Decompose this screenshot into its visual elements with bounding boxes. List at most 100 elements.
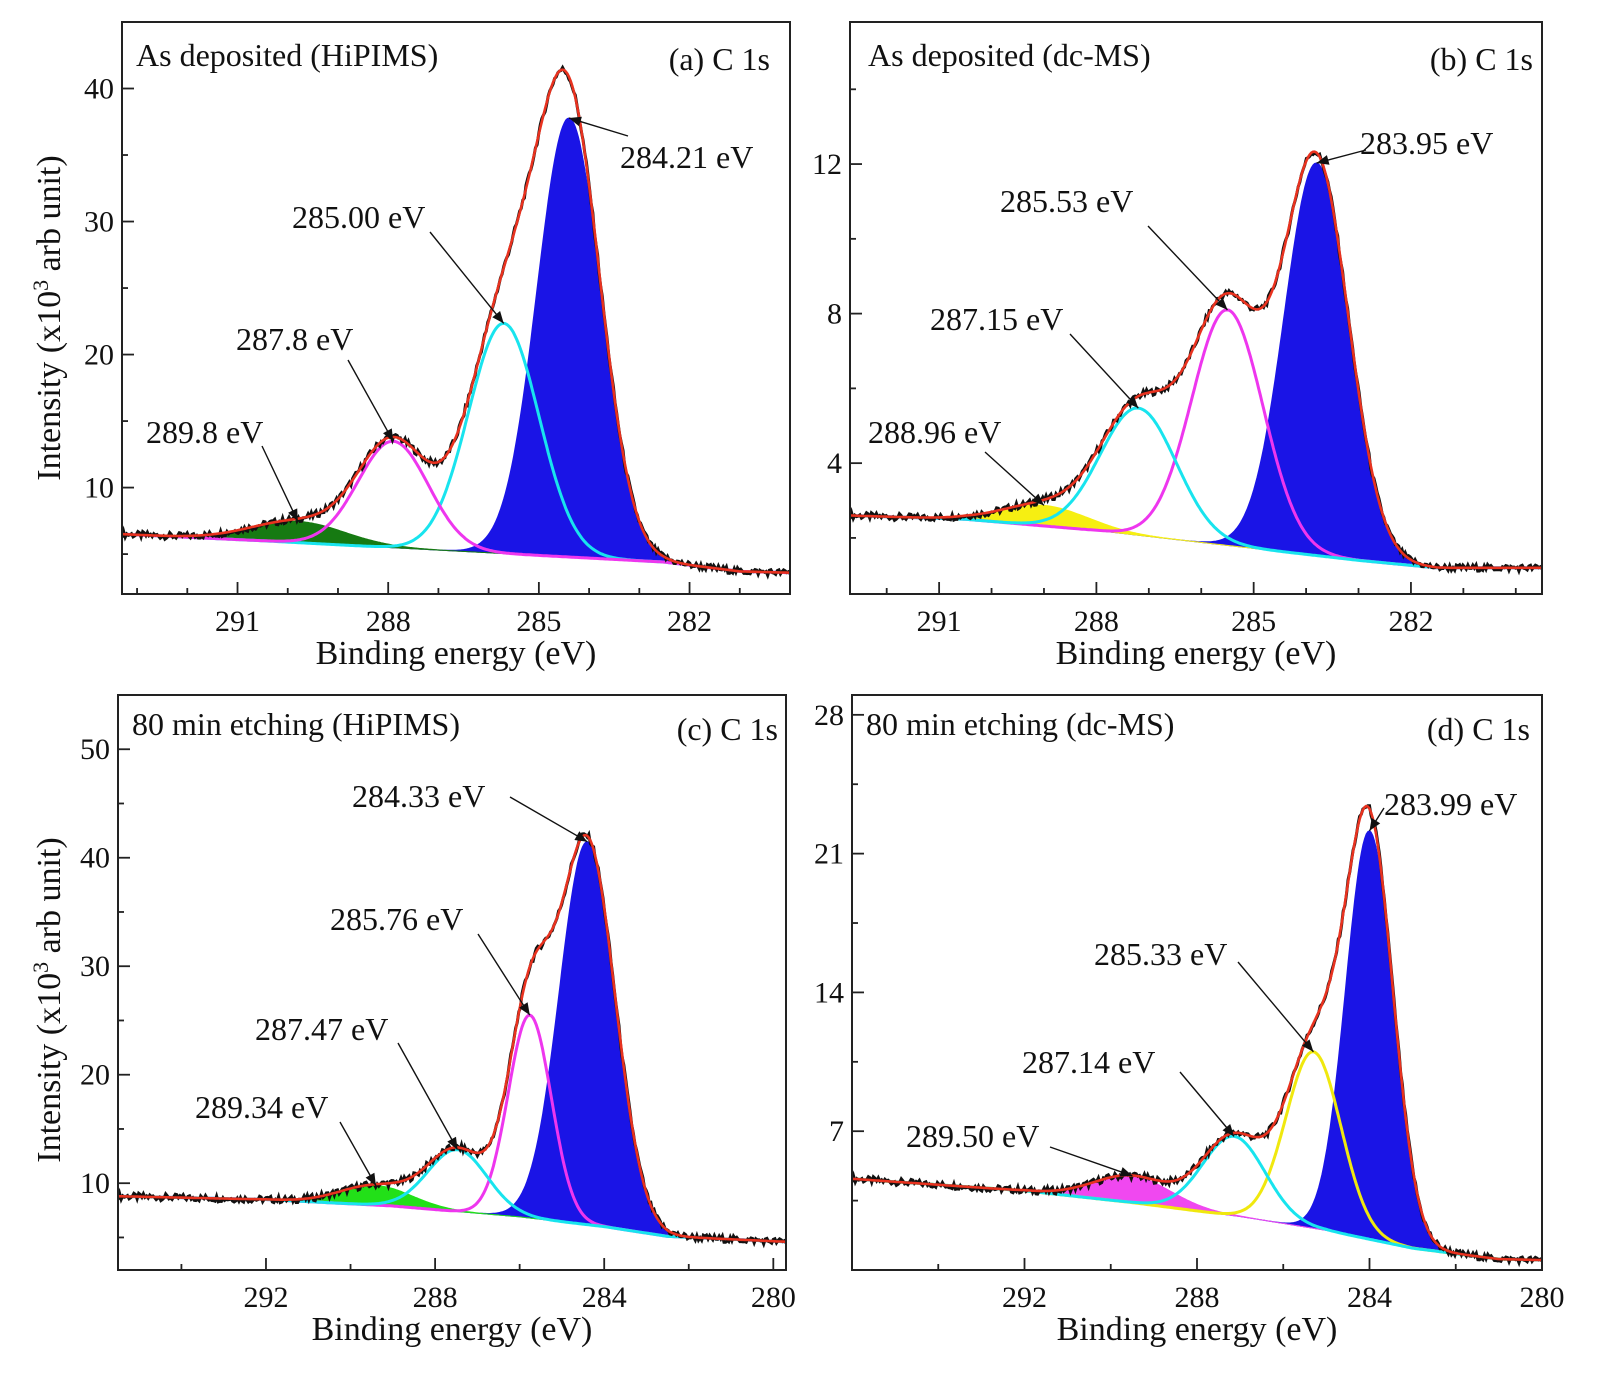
x-tick-label: 282 — [667, 605, 712, 638]
x-tick-label: 280 — [1520, 1281, 1565, 1314]
peak-arrow — [261, 445, 299, 522]
peak-label: 283.95 eV — [1360, 125, 1493, 161]
y-tick-label: 40 — [80, 842, 110, 875]
peak-arrowhead — [1222, 1124, 1235, 1137]
panel-id: (c) C 1s — [677, 711, 778, 747]
x-tick-label: 282 — [1388, 605, 1433, 638]
peak-arrow — [397, 1042, 459, 1151]
peak-arrow — [984, 451, 1045, 506]
envelope-c — [118, 833, 786, 1244]
peak-label: 285.00 eV — [292, 199, 425, 235]
peak-arrowhead — [1301, 1039, 1314, 1052]
y-axis-label-bottom: Intensity (x103 arb unit) — [28, 837, 68, 1162]
y-tick-label: 12 — [812, 148, 842, 181]
peak-arrow — [1069, 333, 1139, 409]
peak-label: 285.33 eV — [1094, 936, 1227, 972]
peak-label: 287.14 eV — [1022, 1044, 1155, 1080]
x-tick-label: 292 — [243, 1281, 288, 1314]
panel-b: 291 288 285 282 4 8 12 Binding energy (eV) As de… — [812, 21, 1543, 672]
peak-label: 284.21 eV — [620, 139, 753, 175]
peak-arrowhead — [1119, 1167, 1133, 1177]
peak-arrow — [1049, 1146, 1133, 1177]
peak-label: 289.50 eV — [906, 1118, 1039, 1154]
peak-arrowhead — [1126, 395, 1139, 409]
x-axis-label: Binding energy (eV) — [1056, 635, 1337, 672]
plot-frame-c — [117, 694, 787, 1271]
panel-id: (b) C 1s — [1430, 41, 1533, 77]
peak-label: 283.99 eV — [1384, 786, 1517, 822]
peak-arrowhead — [383, 428, 394, 442]
x-tick-label: 288 — [1074, 605, 1119, 638]
peak-arrowhead — [288, 508, 298, 522]
peak-label: 288.96 eV — [868, 414, 1001, 450]
peak-arrow — [509, 796, 588, 843]
x-axis-label: Binding energy (eV) — [316, 635, 597, 672]
y-tick-label: 30 — [80, 950, 110, 983]
panel-title: 80 min etching (HiPIMS) — [132, 706, 460, 742]
panel-d: 292 288 284 280 7 14 21 28 Binding energy (eV) 80… — [814, 694, 1565, 1348]
peak-label: 287.15 eV — [930, 301, 1063, 337]
y-tick-label: 14 — [814, 976, 844, 1009]
x-tick-label: 291 — [917, 605, 962, 638]
x-tick-label: 292 — [1002, 1281, 1047, 1314]
peak-arrowhead — [519, 1002, 530, 1016]
x-tick-label: 288 — [366, 605, 411, 638]
panel-c: 292 288 284 280 10 20 30 40 50 Binding energy (eV… — [80, 694, 796, 1348]
x-tick-label: 284 — [1347, 1281, 1392, 1314]
peak-arrowhead — [1031, 493, 1044, 506]
peak-label: 284.33 eV — [352, 778, 485, 814]
peak-label: 287.47 eV — [255, 1011, 388, 1047]
y-tick-label: 50 — [80, 733, 110, 766]
panel-id: (d) C 1s — [1427, 711, 1530, 747]
peak-arrow — [1179, 1071, 1235, 1137]
envelope-a — [122, 68, 790, 574]
peak-arrow — [1147, 225, 1228, 311]
peak-arrow — [477, 933, 531, 1016]
panel-a: 291 288 285 282 10 20 30 40 Binding energy (eV) A… — [84, 21, 791, 672]
peak-arrow — [339, 1121, 377, 1186]
y-axis-label-top: Intensity (x103 arb unit) — [28, 155, 68, 480]
peak-arrow — [429, 231, 505, 324]
peak-arrowhead — [365, 1172, 376, 1186]
peak-arrowhead — [1215, 297, 1228, 310]
y-tick-label: 28 — [814, 699, 844, 732]
y-tick-label: 20 — [80, 1059, 110, 1092]
y-tick-label: 10 — [80, 1167, 110, 1200]
y-tick-label: 20 — [84, 339, 114, 372]
peak-arrowhead — [492, 311, 504, 324]
peak-arrowhead — [569, 116, 582, 127]
peak-arrowhead — [1369, 818, 1381, 831]
panel-title: As deposited (dc-MS) — [868, 37, 1151, 73]
x-tick-label: 291 — [215, 605, 260, 638]
y-tick-label: 8 — [827, 298, 842, 331]
peak-label: 285.76 eV — [330, 901, 463, 937]
peak-label: 287.8 eV — [236, 321, 353, 357]
peak-arrowhead — [574, 831, 588, 842]
y-tick-label: 21 — [814, 838, 844, 871]
peak-arrow — [347, 359, 394, 442]
envelope-d — [852, 804, 1542, 1262]
peak-arrowhead — [447, 1136, 458, 1150]
x-tick-label: 285 — [1231, 605, 1276, 638]
plot-frame-a — [121, 21, 791, 595]
x-tick-label: 288 — [413, 1281, 458, 1314]
envelope-b — [850, 150, 1542, 570]
x-axis-label: Binding energy (eV) — [312, 1311, 593, 1348]
x-tick-label: 288 — [1175, 1281, 1220, 1314]
peak-label: 285.53 eV — [1000, 183, 1133, 219]
panel-id: (a) C 1s — [669, 41, 770, 77]
x-tick-label: 280 — [751, 1281, 796, 1314]
panel-title: As deposited (HiPIMS) — [136, 37, 438, 73]
y-tick-label: 4 — [827, 447, 842, 480]
plot-frame-b — [849, 21, 1543, 595]
y-tick-label: 30 — [84, 206, 114, 239]
y-tick-label: 40 — [84, 73, 114, 106]
peak-arrow — [1237, 961, 1314, 1053]
x-tick-label: 284 — [582, 1281, 627, 1314]
y-tick-label: 7 — [829, 1115, 844, 1148]
panel-title: 80 min etching (dc-MS) — [866, 706, 1174, 742]
peak-arrowhead — [1316, 155, 1330, 165]
peak-label: 289.34 eV — [195, 1089, 328, 1125]
x-axis-label: Binding energy (eV) — [1057, 1311, 1338, 1348]
